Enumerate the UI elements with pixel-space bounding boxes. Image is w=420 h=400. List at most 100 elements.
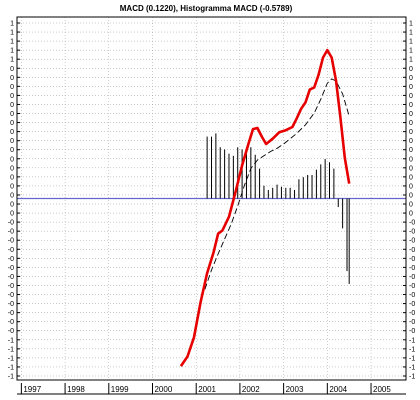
y-tick-label-left: -0 (8, 274, 14, 281)
y-tick-label-left: -1 (8, 355, 14, 362)
y-tick-label-left: 0 (10, 120, 14, 127)
y-tick-label-left: -0 (8, 238, 14, 245)
y-tick-label-left: 0 (10, 202, 14, 209)
y-tick-label-left: 0 (10, 156, 14, 163)
macd-line (179, 48, 351, 367)
y-tick-label-right: 0 (409, 93, 413, 100)
y-axis-right: 1 1 1 1 1 0 0 0 0 0 0 0 0 0 0 0 0 0 0 0 0 0 -0 -0 -0 -0 -0 -0 -0 -0 -0… (403, 21, 415, 381)
y-tick-label-right: -0 (409, 310, 415, 317)
x-tick-label: 2002 (242, 385, 260, 394)
y-tick-label-right: 1 (409, 39, 413, 46)
grid-lines (17, 17, 406, 380)
y-tick-label-right: 0 (409, 183, 413, 190)
y-tick-label-right: -1 (409, 337, 415, 344)
x-tick-label: 1999 (111, 385, 129, 394)
y-tick-label-right: 0 (409, 192, 413, 199)
y-tick-label-right: -0 (409, 301, 415, 308)
y-tick-label-left: -0 (8, 328, 14, 335)
y-tick-label-left: 1 (10, 30, 14, 37)
y-tick-label-right: -1 (409, 346, 415, 353)
y-tick-label-right: 0 (409, 165, 413, 172)
y-tick-label-left: -0 (8, 229, 14, 236)
x-tick-label: 1997 (23, 385, 41, 394)
y-tick-label-right: 0 (409, 174, 413, 181)
y-tick-label-right: -1 (409, 355, 415, 362)
y-tick-label-right: 1 (409, 30, 413, 37)
y-tick-label-right: -0 (409, 283, 415, 290)
y-tick-label-right: 0 (409, 75, 413, 82)
y-tick-label-right: 0 (409, 202, 413, 209)
y-tick-label-left: 0 (10, 93, 14, 100)
y-tick-label-left: -1 (8, 374, 14, 381)
y-tick-label-left: -0 (8, 292, 14, 299)
y-tick-label-right: -0 (409, 238, 415, 245)
y-tick-label-left: -0 (8, 319, 14, 326)
y-tick-label-right: -0 (409, 292, 415, 299)
y-tick-label-left: 1 (10, 39, 14, 46)
y-tick-label-right: 0 (409, 120, 413, 127)
y-tick-label-left: 0 (10, 192, 14, 199)
y-tick-label-left: 0 (10, 174, 14, 181)
x-tick-label: 2003 (286, 385, 304, 394)
x-axis: 1997 1998 1999 2000 2001 2002 2003 2004 2005 (20, 383, 391, 394)
y-tick-label-right: 0 (409, 156, 413, 163)
y-tick-label-left: -1 (8, 346, 14, 353)
y-tick-label-right: -0 (409, 328, 415, 335)
y-tick-label-right: -0 (409, 265, 415, 272)
y-tick-label-left: -1 (8, 364, 14, 371)
y-tick-label-left: 0 (10, 66, 14, 73)
y-tick-label-left: 0 (10, 102, 14, 109)
y-tick-label-right: 0 (409, 84, 413, 91)
y-tick-label-left: 0 (10, 84, 14, 91)
y-tick-label-left: 0 (10, 111, 14, 118)
y-tick-label-left: 0 (10, 165, 14, 172)
x-tick-label: 2004 (329, 385, 347, 394)
x-tick-label: 2000 (154, 385, 172, 394)
chart-title: MACD (0.1220), Histogramma MACD (-0.5789… (120, 4, 293, 13)
y-tick-label-right: -0 (409, 319, 415, 326)
y-tick-label-left: -1 (8, 337, 14, 344)
y-tick-label-right: 0 (409, 138, 413, 145)
y-tick-label-left: -0 (8, 247, 14, 254)
y-tick-label-right: 1 (409, 21, 413, 28)
y-tick-label-right: -1 (409, 364, 415, 371)
y-tick-label-left: -0 (8, 256, 14, 263)
y-tick-label-right: 0 (409, 147, 413, 154)
y-tick-label-right: 0 (409, 129, 413, 136)
y-tick-label-right: 0 (409, 66, 413, 73)
y-tick-label-right: 1 (409, 57, 413, 64)
y-tick-label-right: 1 (409, 48, 413, 55)
signal-line (204, 78, 350, 290)
y-tick-label-right: 0 (409, 211, 413, 218)
histogram-bars (206, 133, 350, 284)
y-tick-label-right: -1 (409, 374, 415, 381)
y-axis-left: 1 1 1 1 1 0 0 0 0 0 0 0 0 0 0 0 0 0 0 0 0 0 -0 -0 -0 -0 -0 -0 -0 -0 -0… (8, 21, 20, 381)
y-tick-label-left: -0 (8, 265, 14, 272)
y-tick-label-left: 1 (10, 57, 14, 64)
y-tick-label-left: 0 (10, 211, 14, 218)
y-tick-label-left: 1 (10, 21, 14, 28)
plot-frame (16, 16, 407, 381)
y-tick-label-left: -0 (8, 283, 14, 290)
x-tick-label: 1998 (67, 385, 85, 394)
y-tick-label-left: -0 (8, 310, 14, 317)
y-tick-label-left: -0 (8, 220, 14, 227)
y-tick-label-left: -0 (8, 301, 14, 308)
y-tick-label-left: 0 (10, 138, 14, 145)
y-tick-label-right: -0 (409, 229, 415, 236)
y-tick-label-left: 0 (10, 75, 14, 82)
y-tick-label-right: -0 (409, 256, 415, 263)
y-tick-label-right: -0 (409, 220, 415, 227)
y-tick-label-right: -0 (409, 247, 415, 254)
y-tick-label-left: 1 (10, 48, 14, 55)
x-tick-label: 2005 (373, 385, 391, 394)
x-tick-label: 2001 (198, 385, 216, 394)
y-tick-label-left: 0 (10, 147, 14, 154)
y-tick-label-right: 0 (409, 102, 413, 109)
y-tick-label-left: 0 (10, 183, 14, 190)
y-tick-label-right: -0 (409, 274, 415, 281)
y-tick-label-left: 0 (10, 129, 14, 136)
y-tick-label-right: 0 (409, 111, 413, 118)
